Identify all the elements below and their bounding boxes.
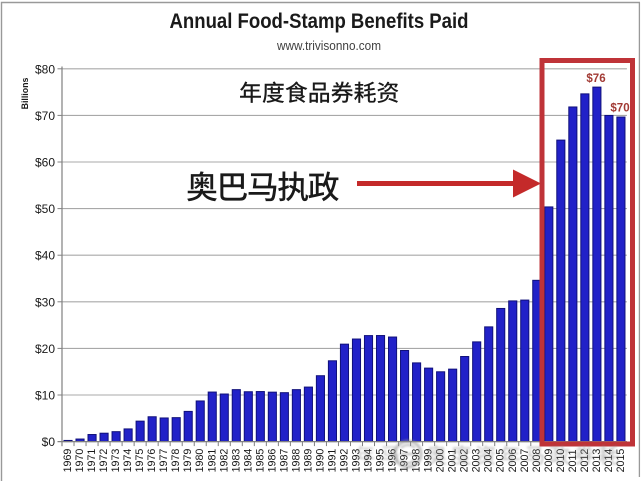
- svg-text:1986: 1986: [266, 449, 278, 473]
- svg-text:1972: 1972: [98, 449, 110, 473]
- svg-text:$70: $70: [610, 103, 629, 115]
- svg-text:1978: 1978: [170, 449, 182, 473]
- svg-text:www.trivisonno.com: www.trivisonno.com: [276, 38, 381, 53]
- svg-text:$40: $40: [35, 249, 55, 263]
- svg-text:Billions: Billions: [20, 78, 30, 110]
- svg-text:1987: 1987: [278, 449, 290, 473]
- svg-text:1977: 1977: [158, 449, 170, 473]
- svg-text:2007: 2007: [519, 449, 531, 473]
- svg-text:1974: 1974: [122, 449, 134, 473]
- svg-text:2005: 2005: [495, 449, 507, 473]
- svg-text:1982: 1982: [218, 449, 230, 473]
- svg-text:1970: 1970: [74, 449, 86, 473]
- svg-text:2004: 2004: [483, 449, 495, 473]
- svg-text:$50: $50: [35, 202, 55, 216]
- svg-text:1973: 1973: [110, 449, 122, 473]
- svg-text:1985: 1985: [254, 449, 266, 473]
- svg-text:1991: 1991: [326, 449, 338, 473]
- svg-text:2011: 2011: [567, 449, 579, 472]
- svg-text:$60: $60: [35, 156, 55, 170]
- svg-text:1995: 1995: [375, 449, 387, 473]
- svg-text:1971: 1971: [86, 449, 98, 473]
- svg-text:1997: 1997: [399, 449, 411, 473]
- svg-text:$30: $30: [35, 295, 55, 309]
- svg-text:1981: 1981: [206, 449, 218, 473]
- svg-text:$20: $20: [35, 342, 55, 356]
- svg-text:2003: 2003: [471, 449, 483, 473]
- svg-text:1969: 1969: [62, 449, 74, 473]
- svg-text:1990: 1990: [314, 449, 326, 473]
- svg-text:$0: $0: [42, 435, 56, 449]
- svg-text:1984: 1984: [242, 449, 254, 473]
- svg-text:$70: $70: [35, 109, 55, 123]
- svg-text:1975: 1975: [134, 449, 146, 473]
- svg-text:1999: 1999: [423, 449, 435, 473]
- svg-text:Annual Food-Stamp Benefits Pai: Annual Food-Stamp Benefits Paid: [170, 9, 469, 33]
- svg-text:2006: 2006: [507, 449, 519, 473]
- svg-text:$10: $10: [35, 389, 55, 403]
- svg-text:1988: 1988: [290, 449, 302, 473]
- svg-text:1976: 1976: [146, 449, 158, 473]
- svg-text:1980: 1980: [194, 449, 206, 473]
- svg-text:$76: $76: [586, 73, 605, 85]
- svg-text:2015: 2015: [615, 449, 627, 473]
- svg-text:1979: 1979: [182, 449, 194, 473]
- svg-text:1989: 1989: [302, 449, 314, 473]
- svg-text:1983: 1983: [230, 449, 242, 473]
- svg-text:$80: $80: [35, 62, 55, 76]
- svg-text:1992: 1992: [338, 449, 350, 473]
